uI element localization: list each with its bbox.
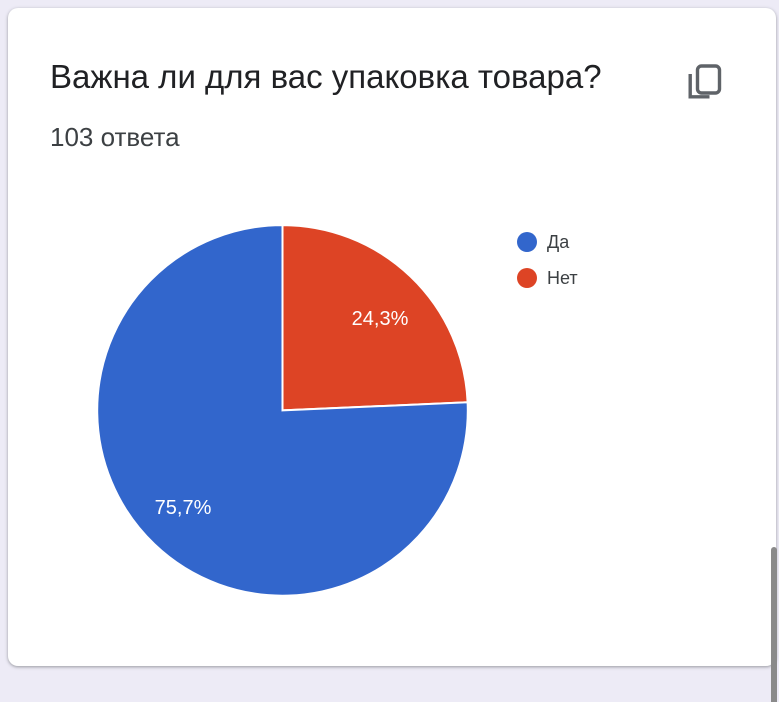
svg-text:24,3%: 24,3%	[352, 308, 409, 330]
svg-text:75,7%: 75,7%	[155, 497, 212, 519]
